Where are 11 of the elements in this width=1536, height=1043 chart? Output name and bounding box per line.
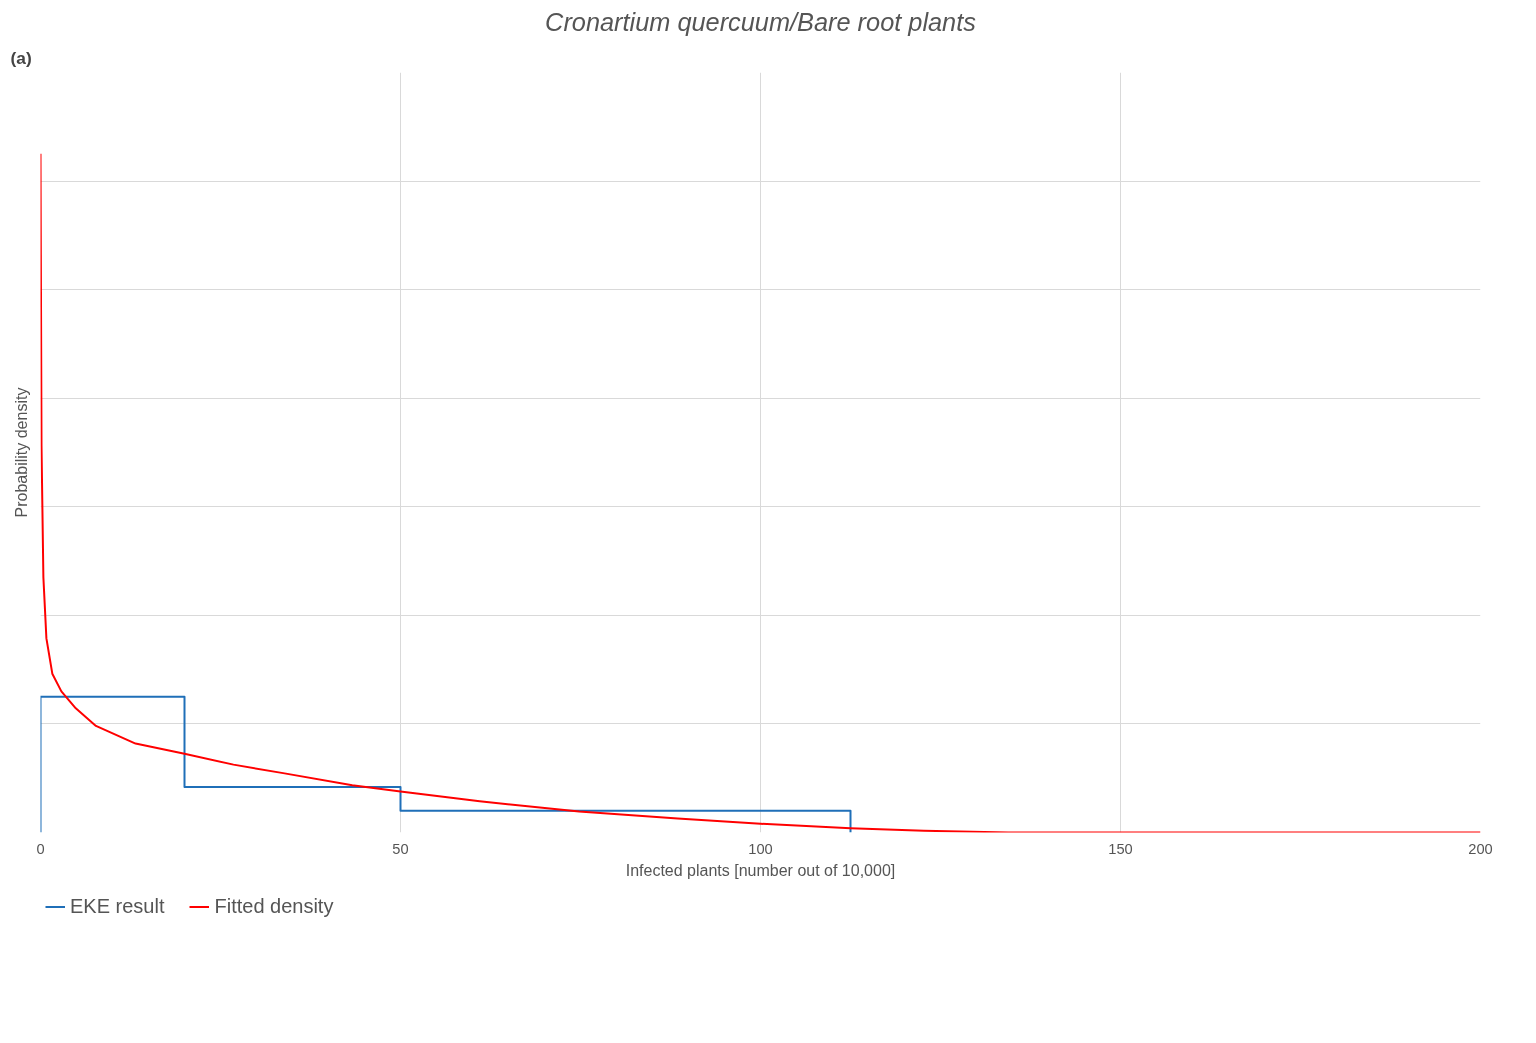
x-axis-title: Infected plants [number out of 10,000]	[625, 861, 896, 879]
legend-label: EKE result	[70, 894, 165, 918]
chart-title: Cronartium quercuum/Bare root plants	[545, 7, 977, 36]
x-tick-label: 100	[748, 840, 773, 857]
legend-label: Fitted density	[214, 894, 334, 918]
y-axis-title: Probability density	[12, 387, 30, 518]
x-tick-label: 0	[36, 840, 45, 857]
x-tick-label: 150	[1108, 840, 1133, 857]
text: (a)	[10, 47, 32, 68]
x-tick-label: 200	[1468, 840, 1493, 857]
x-tick-label: 50	[392, 840, 409, 857]
